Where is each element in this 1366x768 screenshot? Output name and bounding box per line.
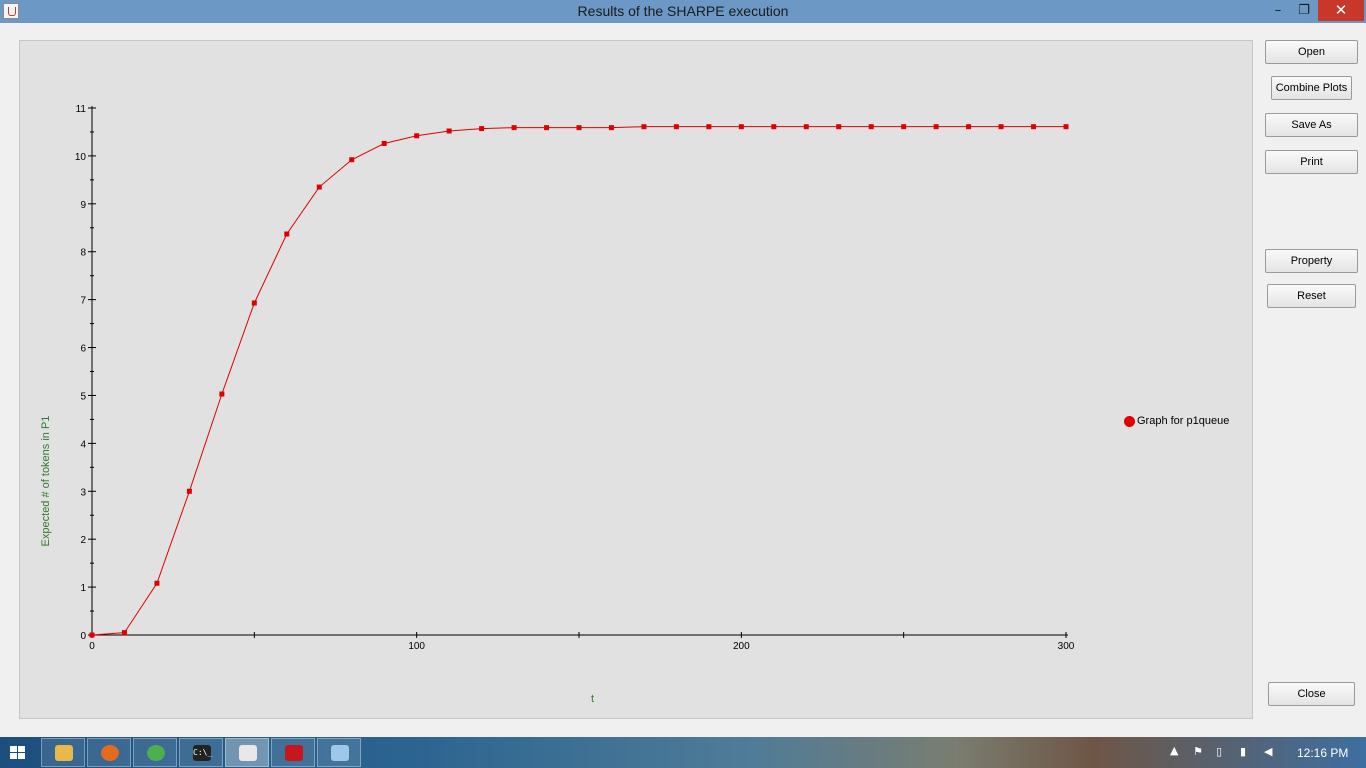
window-title: Results of the SHARPE execution [577, 3, 789, 19]
data-point [219, 391, 225, 397]
x-tick-label: 0 [89, 641, 95, 652]
line-chart: 0 1 2 3 4 5 6 7 8 9 10 11 0 100 200 300 [75, 104, 1075, 652]
data-point [251, 300, 257, 306]
data-point [121, 630, 127, 636]
firefox-icon [101, 745, 119, 761]
chrome-icon [147, 745, 165, 761]
data-point [803, 124, 809, 130]
y-tick-label: 8 [80, 248, 86, 259]
data-point [576, 125, 582, 131]
y-tick-label: 0 [80, 631, 86, 642]
maximize-button[interactable]: ❐ [1298, 3, 1310, 18]
taskbar-app-file-explorer[interactable] [41, 738, 85, 767]
data-point [673, 124, 679, 130]
y-tick-label: 11 [76, 104, 87, 115]
data-point [479, 126, 485, 132]
combine-plots-button[interactable]: Combine Plots [1271, 76, 1352, 100]
minimize-button[interactable]: – [1274, 3, 1282, 18]
taskbar-app-java[interactable] [225, 738, 269, 767]
show-hidden-icons-icon[interactable]: ▲ [1170, 744, 1179, 757]
x-tick-label: 200 [733, 641, 750, 652]
legend-label: Graph for p1queue [1137, 415, 1230, 427]
data-point [998, 124, 1004, 130]
legend-marker [1124, 415, 1135, 427]
taskbar-app-acrobat[interactable] [271, 738, 315, 767]
windows-start-icon[interactable] [10, 746, 26, 760]
network-icon[interactable]: ▯ [1216, 745, 1223, 758]
taskbar-app-firefox[interactable] [87, 738, 131, 767]
data-point [186, 488, 192, 494]
y-axis-label-wrap: Expected # of tokens in P1 [40, 416, 54, 611]
paint-icon [331, 745, 349, 761]
signal-icon[interactable]: ▮ [1240, 745, 1247, 758]
series-line [91, 126, 1066, 636]
command-prompt-icon: C:\_ [193, 745, 212, 761]
data-point [836, 124, 842, 130]
data-point [446, 128, 452, 134]
data-point [284, 231, 290, 237]
plot-panel: 0 1 2 3 4 5 6 7 8 9 10 11 0 100 200 300 Expected # of t… [19, 40, 1253, 719]
volume-muted-icon[interactable]: ◀ [1264, 745, 1273, 758]
y-tick-label: 1 [80, 583, 86, 594]
data-point [1063, 124, 1069, 130]
data-point [154, 580, 160, 586]
data-point [771, 124, 777, 130]
y-tick-label: 2 [80, 535, 86, 546]
reset-button[interactable]: Reset [1267, 284, 1356, 308]
data-point [89, 632, 95, 638]
taskbar-app-paint[interactable] [317, 738, 361, 767]
acrobat-icon [285, 745, 303, 761]
data-point [316, 184, 322, 190]
clock[interactable]: 12:16 PM [1297, 746, 1349, 760]
main-panel: 0 1 2 3 4 5 6 7 8 9 10 11 0 100 200 300 Expected # of t… [0, 23, 1366, 737]
y-tick-label: 9 [80, 200, 86, 211]
java-icon [239, 745, 257, 761]
y-tick-label: 5 [80, 391, 86, 402]
data-point [933, 124, 939, 130]
y-axis-label: Expected # of tokens in P1 [40, 415, 52, 547]
y-tick-label: 7 [80, 296, 86, 307]
y-tick-label: 6 [80, 344, 86, 355]
data-point [868, 124, 874, 130]
y-tick-label: 4 [80, 439, 86, 450]
print-button[interactable]: Print [1265, 150, 1358, 174]
x-axis-label: t [591, 693, 595, 705]
taskbar: C:\_ ▲ ⚑ ▯ ▮ ◀ 12:16 PM [0, 737, 1366, 768]
data-point [901, 124, 907, 130]
y-tick-label: 3 [80, 487, 86, 498]
data-point [349, 157, 355, 163]
close-window-button[interactable]: ✕ [1318, 0, 1364, 21]
data-point [381, 140, 387, 146]
data-point [511, 125, 517, 131]
data-point [414, 133, 420, 139]
close-button[interactable]: Close [1268, 682, 1355, 706]
action-center-flag-icon[interactable]: ⚑ [1193, 745, 1203, 758]
property-button[interactable]: Property [1265, 249, 1358, 273]
data-point [706, 124, 712, 130]
open-button[interactable]: Open [1265, 40, 1358, 64]
y-tick-label: 10 [75, 152, 87, 163]
java-app-icon[interactable] [3, 3, 19, 19]
taskbar-app-command-prompt[interactable]: C:\_ [179, 738, 223, 767]
data-point [738, 124, 744, 130]
save-as-button[interactable]: Save As [1265, 113, 1358, 137]
data-point [966, 124, 972, 130]
data-point [608, 125, 614, 131]
legend: Graph for p1queue [1124, 415, 1229, 427]
data-point [1031, 124, 1037, 130]
data-point [641, 124, 647, 130]
x-tick-label: 300 [1058, 641, 1075, 652]
taskbar-app-chrome[interactable] [133, 738, 177, 767]
data-point [544, 125, 550, 131]
x-tick-label: 100 [408, 641, 425, 652]
file-explorer-icon [55, 745, 73, 761]
title-bar: Results of the SHARPE execution – ❐ ✕ [0, 0, 1366, 23]
